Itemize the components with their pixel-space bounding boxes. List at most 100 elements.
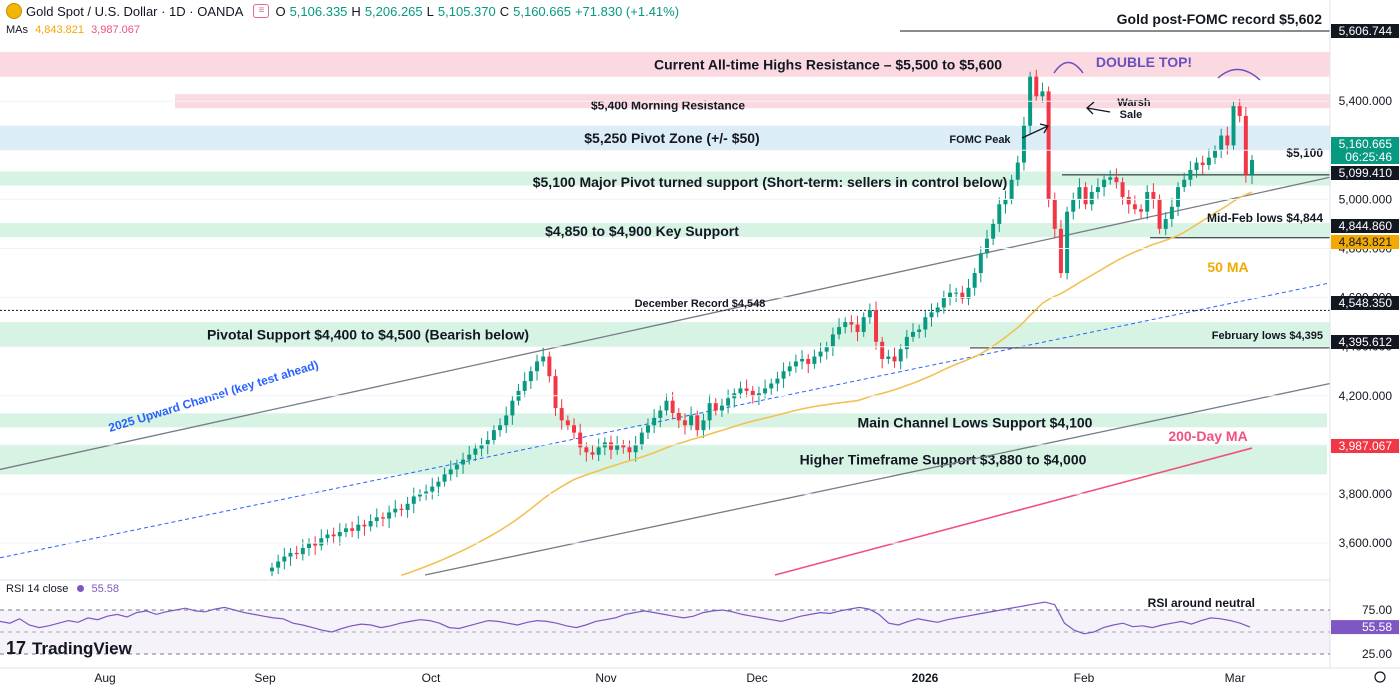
candle-7[interactable] [313, 543, 318, 546]
candle-13[interactable] [350, 528, 355, 531]
candle-17[interactable] [374, 517, 379, 521]
candle-139[interactable] [1126, 196, 1131, 205]
candle-68[interactable] [689, 415, 694, 426]
candle-136[interactable] [1108, 177, 1113, 180]
candle-76[interactable] [738, 388, 743, 394]
candle-51[interactable] [584, 447, 589, 453]
candle-117[interactable] [991, 223, 996, 239]
candle-21[interactable] [399, 508, 404, 510]
candle-110[interactable] [947, 292, 952, 298]
candle-55[interactable] [609, 442, 613, 450]
candle-141[interactable] [1139, 209, 1144, 212]
candle-53[interactable] [596, 447, 601, 455]
candle-30[interactable] [454, 464, 459, 470]
interval-icon[interactable]: ≡ [253, 4, 270, 18]
candle-28[interactable] [442, 474, 447, 482]
candle-130[interactable] [1071, 199, 1076, 212]
candle-98[interactable] [874, 310, 879, 342]
candle-63[interactable] [658, 410, 663, 418]
candle-46[interactable] [553, 376, 558, 409]
candle-157[interactable] [1237, 106, 1242, 116]
candle-50[interactable] [578, 432, 583, 448]
tradingview-logo[interactable]: 17 TradingView [6, 638, 132, 659]
candle-83[interactable] [781, 371, 786, 379]
candle-140[interactable] [1132, 204, 1137, 210]
candle-79[interactable] [756, 393, 761, 396]
candle-134[interactable] [1095, 187, 1100, 193]
candle-96[interactable] [861, 317, 866, 332]
candle-119[interactable] [1003, 199, 1008, 205]
candle-81[interactable] [769, 383, 774, 389]
candle-19[interactable] [387, 512, 392, 519]
candle-45[interactable] [547, 356, 552, 377]
candle-155[interactable] [1225, 135, 1230, 146]
candle-38[interactable] [504, 415, 509, 426]
candle-22[interactable] [405, 503, 410, 510]
candle-85[interactable] [793, 361, 798, 367]
candle-89[interactable] [818, 351, 823, 357]
candle-64[interactable] [664, 400, 669, 411]
candle-3[interactable] [288, 552, 293, 557]
candle-48[interactable] [565, 420, 570, 426]
candle-150[interactable] [1194, 162, 1199, 170]
candle-16[interactable] [368, 520, 373, 527]
candle-124[interactable] [1034, 76, 1039, 97]
candle-80[interactable] [763, 388, 768, 394]
candle-74[interactable] [726, 398, 731, 406]
candle-121[interactable] [1015, 162, 1020, 180]
candle-101[interactable] [892, 356, 897, 362]
candle-70[interactable] [701, 420, 706, 431]
rsi-line[interactable] [0, 601, 1251, 635]
candle-158[interactable] [1243, 115, 1248, 175]
candle-118[interactable] [997, 204, 1002, 224]
candle-67[interactable] [682, 420, 687, 426]
symbol-title[interactable]: Gold Spot / U.S. Dollar · 1D · OANDA [26, 3, 244, 19]
settings-gear-icon[interactable] [1374, 671, 1386, 683]
ma-legend[interactable]: MAs 4,843.821 3,987.067 [6, 24, 140, 36]
candle-103[interactable] [904, 336, 909, 350]
channel-upper-line[interactable] [0, 176, 1331, 471]
candle-107[interactable] [929, 312, 934, 318]
candle-60[interactable] [639, 432, 644, 445]
candle-145[interactable] [1163, 219, 1168, 229]
candle-102[interactable] [898, 349, 903, 362]
candle-93[interactable] [843, 322, 848, 328]
candle-113[interactable] [966, 287, 971, 299]
candle-86[interactable] [800, 358, 805, 362]
candle-125[interactable] [1040, 91, 1045, 97]
candle-122[interactable] [1021, 125, 1026, 163]
candle-154[interactable] [1219, 135, 1224, 151]
candle-104[interactable] [911, 331, 915, 337]
candle-36[interactable] [491, 430, 496, 440]
candle-66[interactable] [676, 412, 681, 421]
candle-71[interactable] [707, 403, 712, 421]
candle-44[interactable] [541, 356, 546, 362]
candle-78[interactable] [750, 390, 755, 396]
candle-49[interactable] [572, 425, 577, 433]
candle-148[interactable] [1182, 179, 1187, 188]
candle-84[interactable] [787, 366, 792, 372]
candle-9[interactable] [325, 534, 330, 539]
candle-57[interactable] [621, 444, 626, 448]
candle-94[interactable] [849, 322, 854, 325]
candle-109[interactable] [941, 297, 946, 308]
candle-23[interactable] [411, 496, 416, 504]
candle-35[interactable] [485, 439, 490, 445]
ma50-line[interactable] [401, 191, 1253, 576]
candle-52[interactable] [590, 452, 595, 455]
candle-15[interactable] [362, 524, 367, 527]
candle-87[interactable] [806, 358, 811, 364]
candle-132[interactable] [1083, 187, 1088, 205]
candle-146[interactable] [1169, 206, 1174, 220]
candle-39[interactable] [510, 400, 515, 416]
ma200-line[interactable] [774, 447, 1253, 576]
candle-5[interactable] [300, 547, 305, 555]
candle-105[interactable] [917, 329, 922, 332]
candle-106[interactable] [923, 317, 928, 330]
candle-108[interactable] [935, 307, 940, 313]
candle-112[interactable] [960, 292, 965, 299]
candle-128[interactable] [1058, 228, 1063, 274]
candle-99[interactable] [880, 341, 885, 359]
candle-69[interactable] [695, 415, 700, 431]
candle-120[interactable] [1009, 179, 1014, 200]
